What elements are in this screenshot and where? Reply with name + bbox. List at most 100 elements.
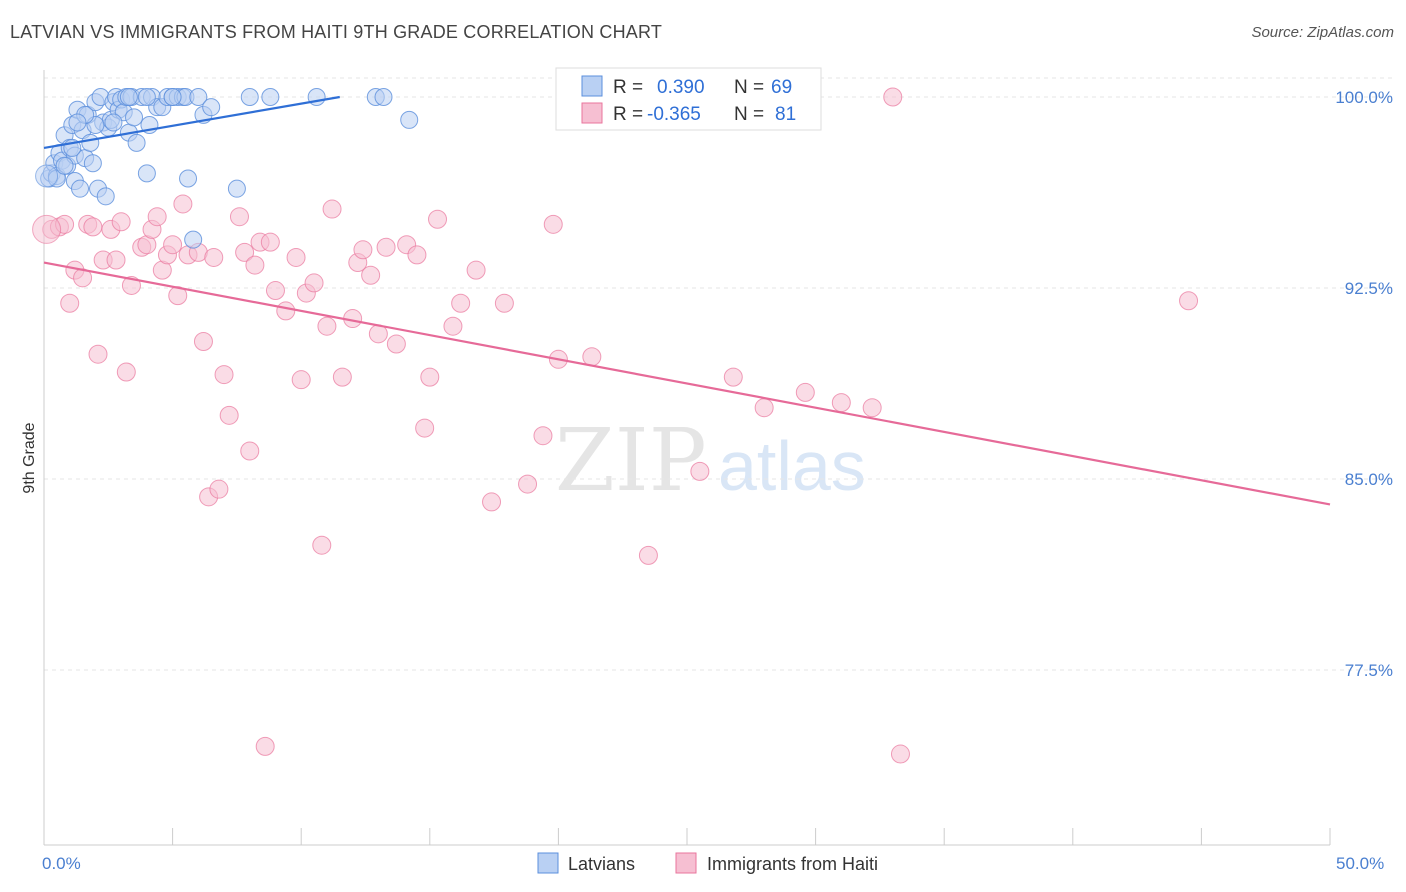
haiti-point <box>376 237 396 257</box>
latvian-point <box>184 230 203 249</box>
haiti-point <box>286 247 306 267</box>
bottom-legend-label-latvians: Latvians <box>568 854 635 874</box>
latvian-point <box>179 169 198 188</box>
latvian-point <box>71 179 90 198</box>
haiti-point <box>121 275 141 295</box>
latvian-point <box>96 187 115 206</box>
bottom-legend-label-haiti: Immigrants from Haiti <box>707 854 878 874</box>
haiti-point <box>428 209 448 229</box>
series-latvians-points <box>35 88 419 249</box>
latvian-point <box>137 88 156 106</box>
haiti-point <box>361 265 381 285</box>
haiti-point <box>163 235 183 255</box>
legend-n-label-haiti: N = <box>734 104 764 125</box>
legend-r-label-haiti: R = <box>613 104 643 125</box>
haiti-point <box>88 344 108 364</box>
legend-n-value-latvians: 69 <box>771 77 792 98</box>
latvian-point <box>83 154 102 173</box>
haiti-point <box>723 367 743 387</box>
latvian-point <box>104 113 123 132</box>
legend-swatch-latvians <box>581 75 603 97</box>
legend-r-label-latvians: R = <box>613 77 643 98</box>
haiti-point <box>276 301 296 321</box>
y-tick-labels: 100.0% 92.5% 85.0% 77.5% <box>1335 88 1393 680</box>
haiti-point <box>106 250 126 270</box>
haiti-point <box>482 492 502 512</box>
latvian-point <box>240 88 259 106</box>
latvian-point <box>119 88 138 106</box>
haiti-point <box>494 293 514 313</box>
haiti-point <box>466 260 486 280</box>
haiti-point <box>1179 291 1199 311</box>
trendlines <box>43 95 1331 506</box>
latvian-point <box>35 164 59 188</box>
latvian-point <box>202 98 221 117</box>
haiti-trendline <box>43 261 1331 506</box>
chart-title: LATVIAN VS IMMIGRANTS FROM HAITI 9TH GRA… <box>10 22 663 42</box>
haiti-point <box>255 736 275 756</box>
haiti-point <box>204 247 224 267</box>
haiti-point <box>322 199 342 219</box>
haiti-point <box>245 255 265 275</box>
y-tick-label: 92.5% <box>1345 279 1393 298</box>
haiti-point <box>407 245 427 265</box>
haiti-point <box>229 207 249 227</box>
haiti-point <box>386 334 406 354</box>
legend-n-label-latvians: N = <box>734 77 764 98</box>
legend-r-value-latvians: 0.390 <box>657 77 705 98</box>
series-haiti-points <box>32 87 1199 764</box>
series-legend: Latvians Immigrants from Haiti <box>537 852 878 874</box>
chart-source: Source: ZipAtlas.com <box>1251 24 1394 41</box>
haiti-point <box>32 214 62 244</box>
haiti-point <box>219 405 239 425</box>
y-tick-label: 100.0% <box>1335 88 1393 107</box>
latvian-point <box>55 156 74 175</box>
latvian-point <box>137 164 156 183</box>
haiti-point <box>353 240 373 260</box>
y-axis-title: 9th Grade <box>21 422 38 493</box>
latvian-point <box>125 108 144 127</box>
haiti-point <box>890 744 910 764</box>
stats-legend: R = 0.390 N = 69 R = -0.365 N = 81 <box>555 67 822 131</box>
haiti-point <box>265 281 285 301</box>
latvians-trendline <box>43 95 340 150</box>
latvian-point <box>81 133 100 152</box>
watermark-atlas: atlas <box>718 427 866 505</box>
haiti-point <box>60 293 80 313</box>
latvian-point <box>127 133 146 152</box>
haiti-point <box>214 365 234 385</box>
legend-swatch-haiti <box>581 102 603 124</box>
haiti-point <box>209 479 229 499</box>
haiti-point <box>543 214 563 234</box>
watermark-zip: ZIP <box>555 411 707 511</box>
haiti-point <box>420 367 440 387</box>
latvian-point <box>163 88 182 106</box>
haiti-point <box>193 331 213 351</box>
haiti-point <box>582 347 602 367</box>
latvian-point <box>68 113 87 132</box>
haiti-point <box>260 232 280 252</box>
haiti-point <box>795 382 815 402</box>
haiti-point <box>147 207 167 227</box>
haiti-point <box>240 441 260 461</box>
x-tick-label-min: 0.0% <box>42 854 81 873</box>
haiti-point <box>291 370 311 390</box>
haiti-point <box>173 194 193 214</box>
latvian-point <box>261 88 280 106</box>
haiti-point <box>415 418 435 438</box>
bottom-legend-swatch-haiti <box>675 852 697 874</box>
haiti-point <box>831 393 851 413</box>
latvian-point <box>227 179 246 198</box>
legend-r-value-haiti: -0.365 <box>647 104 701 125</box>
haiti-point <box>312 535 332 555</box>
haiti-point <box>754 398 774 418</box>
haiti-point <box>451 293 471 313</box>
x-tick-label-max: 50.0% <box>1336 854 1384 873</box>
haiti-point <box>235 242 255 262</box>
haiti-point <box>518 474 538 494</box>
haiti-point <box>332 367 352 387</box>
bottom-legend-swatch-latvians <box>537 852 559 874</box>
haiti-point <box>116 362 136 382</box>
latvian-point <box>374 88 393 106</box>
